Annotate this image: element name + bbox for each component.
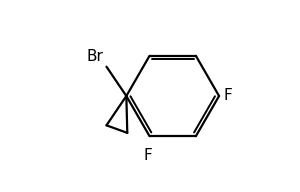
Text: Br: Br — [87, 49, 103, 64]
Text: F: F — [143, 148, 152, 163]
Text: F: F — [224, 89, 233, 103]
